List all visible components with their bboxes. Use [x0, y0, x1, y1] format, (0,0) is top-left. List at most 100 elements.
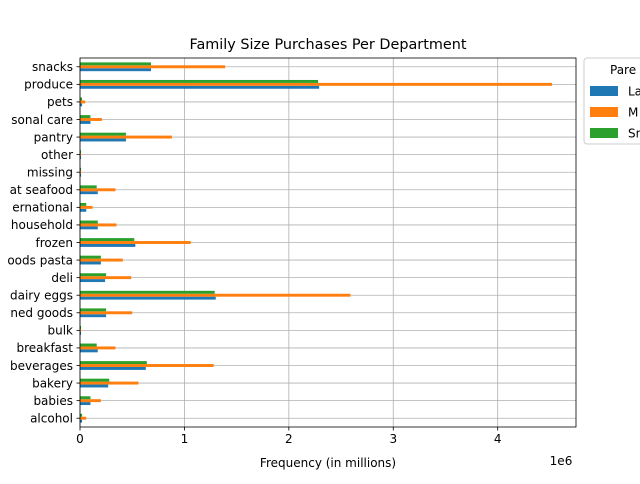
- x-tick-label: 1: [181, 432, 189, 446]
- bar-personal-care-0: [80, 120, 91, 124]
- y-tick-label: missing: [27, 166, 73, 180]
- bar-missing-2: [80, 167, 82, 171]
- y-tick-label: ernational: [12, 201, 73, 215]
- bar-international-1: [80, 205, 93, 209]
- bar-frozen-0: [80, 243, 136, 247]
- bar-missing-1: [80, 170, 82, 174]
- legend-label-1: M: [628, 106, 638, 120]
- bar-household-2: [80, 220, 98, 224]
- y-tick-label: breakfast: [16, 341, 73, 355]
- bar-bakery-1: [80, 381, 139, 385]
- bar-dairy-eggs-0: [80, 296, 216, 300]
- y-tick-label: deli: [51, 271, 73, 285]
- bar-canned-goods-1: [80, 311, 133, 315]
- y-tick-label: other: [41, 148, 73, 162]
- bar-bakery-0: [80, 384, 109, 388]
- bar-dry-goods-pasta-1: [80, 258, 123, 262]
- y-tick-label: oods pasta: [7, 253, 73, 267]
- bar-snacks-0: [80, 68, 152, 72]
- bar-other-2: [80, 150, 82, 154]
- bar-deli-2: [80, 273, 107, 277]
- bar-pantry-1: [80, 135, 172, 139]
- bar-other-1: [80, 153, 82, 157]
- bars: [80, 62, 552, 423]
- bar-bulk-1: [80, 328, 82, 332]
- y-tick-label: produce: [24, 78, 73, 92]
- bar-frozen-2: [80, 238, 135, 242]
- legend-title: Pare: [610, 63, 636, 77]
- y-tick-label: snacks: [32, 60, 73, 74]
- legend-swatch-1: [590, 107, 618, 117]
- bar-international-2: [80, 202, 87, 206]
- bar-meat-seafood-1: [80, 188, 116, 192]
- bar-breakfast-1: [80, 346, 116, 350]
- legend-swatch-0: [590, 86, 618, 96]
- bar-personal-care-2: [80, 115, 91, 119]
- bar-snacks-2: [80, 62, 152, 66]
- y-tick-label: pantry: [34, 130, 73, 144]
- y-tick-label: pets: [47, 95, 73, 109]
- legend-box: [583, 57, 640, 145]
- bar-bakery-2: [80, 378, 110, 382]
- y-tick-label: babies: [33, 394, 73, 408]
- bar-international-0: [80, 208, 87, 212]
- y-tick-label: sonal care: [11, 113, 73, 127]
- bar-alcohol-1: [80, 416, 87, 420]
- y-tick-label: beverages: [10, 359, 73, 373]
- bar-alcohol-0: [80, 419, 83, 423]
- bar-dry-goods-pasta-0: [80, 261, 101, 265]
- y-tick-label: bulk: [47, 324, 73, 338]
- bar-pets-1: [80, 100, 86, 104]
- bar-other-0: [80, 156, 82, 160]
- bar-beverages-1: [80, 364, 214, 367]
- bar-babies-2: [80, 396, 91, 400]
- bar-pets-0: [80, 103, 83, 107]
- bar-bulk-2: [80, 325, 82, 329]
- bar-deli-0: [80, 279, 106, 283]
- x-tick-label: 2: [285, 432, 293, 446]
- bar-meat-seafood-2: [80, 185, 97, 189]
- bar-produce-0: [80, 85, 320, 89]
- bar-deli-1: [80, 276, 132, 280]
- legend-label-0: La: [628, 85, 640, 99]
- legend-swatch-2: [590, 128, 618, 138]
- bar-bulk-0: [80, 331, 82, 335]
- x-axis-offset-label: 1e6: [550, 454, 573, 468]
- bar-snacks-1: [80, 65, 226, 69]
- x-tick-label: 0: [76, 432, 84, 446]
- bar-household-1: [80, 223, 117, 227]
- x-axis-label: Frequency (in millions): [260, 456, 396, 470]
- axis-ticks: 0 1 2 3 4 alcohol babies bakery beverages breakfa…: [7, 60, 501, 446]
- bar-dairy-eggs-1: [80, 293, 351, 297]
- bar-meat-seafood-0: [80, 191, 98, 195]
- bar-pantry-0: [80, 138, 126, 142]
- bar-dairy-eggs-2: [80, 290, 215, 294]
- y-tick-label: household: [11, 218, 73, 232]
- y-tick-label: alcohol: [30, 412, 73, 426]
- y-tick-label: at seafood: [10, 183, 73, 197]
- x-tick-label: 3: [389, 432, 397, 446]
- bar-personal-care-1: [80, 118, 102, 121]
- bar-produce-2: [80, 79, 319, 83]
- bar-canned-goods-0: [80, 314, 107, 318]
- bar-beverages-0: [80, 366, 146, 370]
- bar-missing-0: [80, 173, 82, 177]
- legend-label-2: Sn: [628, 127, 640, 141]
- bar-canned-goods-2: [80, 308, 107, 312]
- bar-babies-1: [80, 399, 101, 403]
- bar-beverages-2: [80, 361, 147, 365]
- legend: Pare La M Sn: [583, 57, 640, 145]
- y-tick-label: bakery: [32, 376, 73, 390]
- bar-alcohol-2: [80, 413, 83, 417]
- bar-breakfast-2: [80, 343, 97, 347]
- y-tick-label: frozen: [35, 236, 73, 250]
- chart-title: Family Size Purchases Per Department: [189, 37, 466, 53]
- bar-babies-0: [80, 402, 91, 406]
- bar-produce-1: [80, 82, 552, 86]
- y-tick-label: dairy eggs: [10, 289, 73, 303]
- bar-household-0: [80, 226, 98, 230]
- bar-breakfast-0: [80, 349, 98, 353]
- y-tick-label: ned goods: [10, 306, 73, 320]
